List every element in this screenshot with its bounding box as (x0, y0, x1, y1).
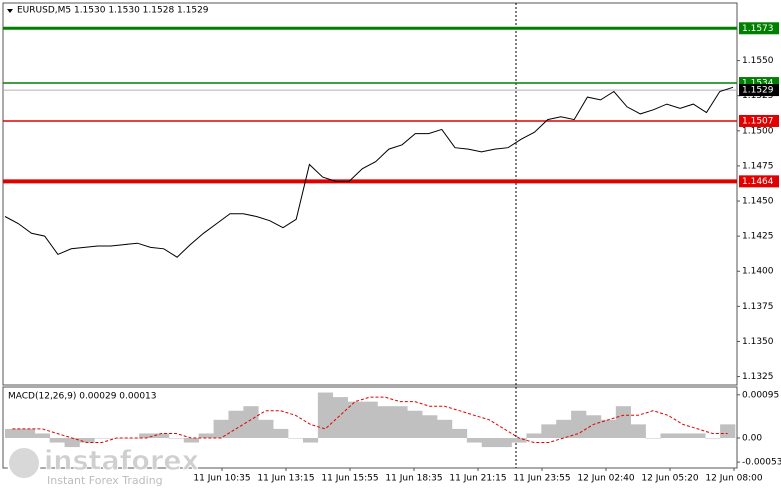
macd-bar (153, 433, 170, 438)
macd-bar (466, 438, 483, 443)
menu-arrow (7, 9, 13, 13)
macd-panel (2, 386, 738, 469)
brand: instaforex (44, 446, 199, 477)
macd-bar (437, 419, 453, 438)
macd-bar (407, 410, 423, 438)
macd-bar (19, 428, 36, 438)
y-tick-label: 1.1400 (742, 267, 774, 277)
y-tick-label: 1.1375 (742, 302, 774, 312)
slogan: Instant Forex Trading (47, 474, 163, 487)
macd-bar (526, 433, 542, 438)
watermark: instaforex Instant Forex Trading (7, 445, 199, 487)
level-label: 1.1507 (742, 116, 774, 126)
macd-bar (258, 419, 274, 438)
macd-bar (645, 438, 661, 439)
macd-bar (600, 419, 617, 438)
macd-bar (49, 438, 65, 443)
macd-bar (541, 424, 557, 438)
macd-title: MACD(12,26,9) 0.00029 0.00013 (8, 392, 157, 402)
x-tick-label: 11 Jun 13:15 (257, 474, 314, 484)
y-tick-label: 0.00095 (742, 390, 779, 400)
macd-bar (422, 415, 438, 438)
macd-bar (511, 438, 527, 443)
y-tick-label: 1.1425 (742, 232, 774, 242)
macd-bar (79, 438, 95, 443)
x-tick-label: 11 Jun 23:55 (513, 474, 570, 484)
macd-bar (34, 433, 50, 438)
macd-bar (690, 433, 706, 438)
x-tick-label: 11 Jun 15:55 (321, 474, 378, 484)
macd-bar (571, 410, 587, 438)
macd-bar (302, 438, 319, 443)
plot: 1.1550 1.1525 1.1500 1.1475 1.1450 1.1425 1.14… (3, 22, 781, 484)
x-tick-label: 11 Jun 21:15 (449, 474, 506, 484)
macd-bar (317, 392, 334, 438)
macd-bar (139, 433, 155, 438)
macd-bar (288, 438, 304, 439)
x-tick-label: 11 Jun 10:35 (193, 474, 250, 484)
macd-bar (362, 401, 378, 438)
macd-bar (5, 428, 21, 438)
macd-signal (12, 396, 728, 443)
y-tick-label: 1.1350 (742, 337, 774, 347)
macd-bar (720, 424, 736, 438)
macd-bar (228, 410, 244, 438)
level-label-box (739, 22, 779, 35)
macd-bar (451, 428, 468, 438)
macd-bar (347, 401, 363, 438)
macd-bar (332, 397, 348, 438)
macd-bar (377, 406, 393, 438)
macd-bar (586, 415, 602, 438)
macd-bar (273, 428, 289, 438)
macd-bar (392, 406, 408, 438)
macd-bar (198, 433, 214, 438)
level-label: 1.1529 (742, 86, 774, 96)
macd-bar (660, 433, 676, 438)
y-tick-label: 0.00 (742, 434, 762, 444)
x-tick-label: 11 Jun 18:35 (385, 474, 442, 484)
y-tick-label: -0.00053 (742, 458, 781, 468)
x-tick-label: 12 Jun 05:20 (641, 474, 698, 484)
macd-bar (675, 433, 691, 438)
logo (7, 446, 41, 480)
macd-bar (496, 438, 512, 448)
macd-bar (64, 438, 80, 448)
macd-bar (705, 438, 721, 439)
macd-bar (630, 424, 646, 438)
level-label: 1.1573 (742, 24, 774, 34)
y-tick-label: 1.1550 (742, 56, 774, 66)
level-label: 1.1534 (742, 79, 774, 89)
macd-bar (183, 438, 199, 443)
macd-bar (556, 419, 572, 438)
x-tick-label: 12 Jun 02:40 (577, 474, 634, 484)
macd-bar (94, 438, 110, 439)
y-tick-label: 1.1450 (742, 197, 774, 207)
macd-bar (213, 419, 229, 438)
level-label-box (739, 175, 779, 188)
chart-title: EURUSD,M5 1.1530 1.1530 1.1528 1.1529 (17, 6, 209, 16)
macd-bar (615, 406, 632, 438)
macd-bar (168, 438, 185, 439)
y-tick-label: 1.1525 (742, 91, 774, 101)
macd-bar (243, 406, 259, 438)
x-tick-label: 12 Jun 08:00 (705, 474, 762, 484)
level-label-box (739, 114, 779, 127)
macd-bar (481, 438, 497, 448)
y-tick-label: 1.1325 (742, 372, 774, 382)
price-line (4, 86, 734, 258)
level-label-box (739, 84, 779, 97)
y-tick-label: 1.1500 (742, 126, 774, 136)
level-label: 1.1464 (742, 177, 774, 187)
y-tick-label: 1.1475 (742, 161, 774, 171)
main-panel (2, 2, 738, 386)
